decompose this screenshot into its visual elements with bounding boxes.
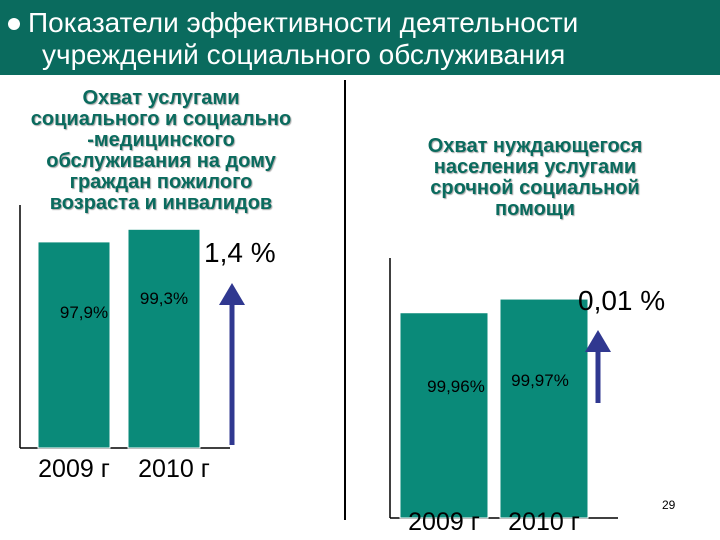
chart-left-title-line: граждан пожилого xyxy=(69,171,253,193)
slide-title-line-1: Показатели эффективности деятельности xyxy=(28,7,579,38)
right-bar-1 xyxy=(399,312,489,519)
chart-right-title-line: помощи xyxy=(495,198,575,220)
bullet-icon xyxy=(8,18,20,30)
left-bar-2 xyxy=(127,228,201,449)
chart-left-title-line: обслуживания на дому xyxy=(46,150,276,172)
right-category-label-2: 2010 г xyxy=(508,508,580,536)
left-value-label-1: 97,9% xyxy=(60,303,108,322)
left-growth-arrow-icon xyxy=(219,283,245,305)
chart-right-title-line: населения услугами xyxy=(433,156,637,178)
chart-left-title-line: Охват услугами xyxy=(82,87,240,109)
left-value-label-2: 99,3% xyxy=(140,289,188,308)
right-bar-2 xyxy=(499,298,589,519)
chart-left-title-line: социального и социально xyxy=(30,108,292,130)
chart-right-title-line: Охват нуждающегося xyxy=(427,135,643,157)
slide-number: 29 xyxy=(662,498,676,512)
chart-right-title: Охват нуждающегося населения услугами ср… xyxy=(390,136,680,220)
left-category-label-1: 2009 г xyxy=(38,455,110,483)
chart-right-title-line: срочной социальной xyxy=(430,177,640,199)
left-growth-label: 1,4 % xyxy=(204,237,276,268)
right-growth-arrow-icon xyxy=(585,330,611,352)
slide-header: Показатели эффективности деятельности уч… xyxy=(0,0,720,75)
chart-left-title: Охват услугами социального и социально -… xyxy=(0,88,322,214)
right-category-label-1: 2009 г xyxy=(408,508,480,536)
right-growth-label: 0,01 % xyxy=(578,285,665,316)
right-value-label-1: 99,96% xyxy=(427,377,485,396)
divider-line xyxy=(344,80,346,520)
chart-left-title-line: возраста и инвалидов xyxy=(49,192,273,214)
left-bar-1 xyxy=(37,241,111,449)
slide-title-line-2: учреждений социального обслуживания xyxy=(42,39,566,70)
left-category-label-2: 2010 г xyxy=(138,455,210,483)
chart-left-title-line: -медицинского xyxy=(87,129,235,151)
right-value-label-2: 99,97% xyxy=(511,371,569,390)
